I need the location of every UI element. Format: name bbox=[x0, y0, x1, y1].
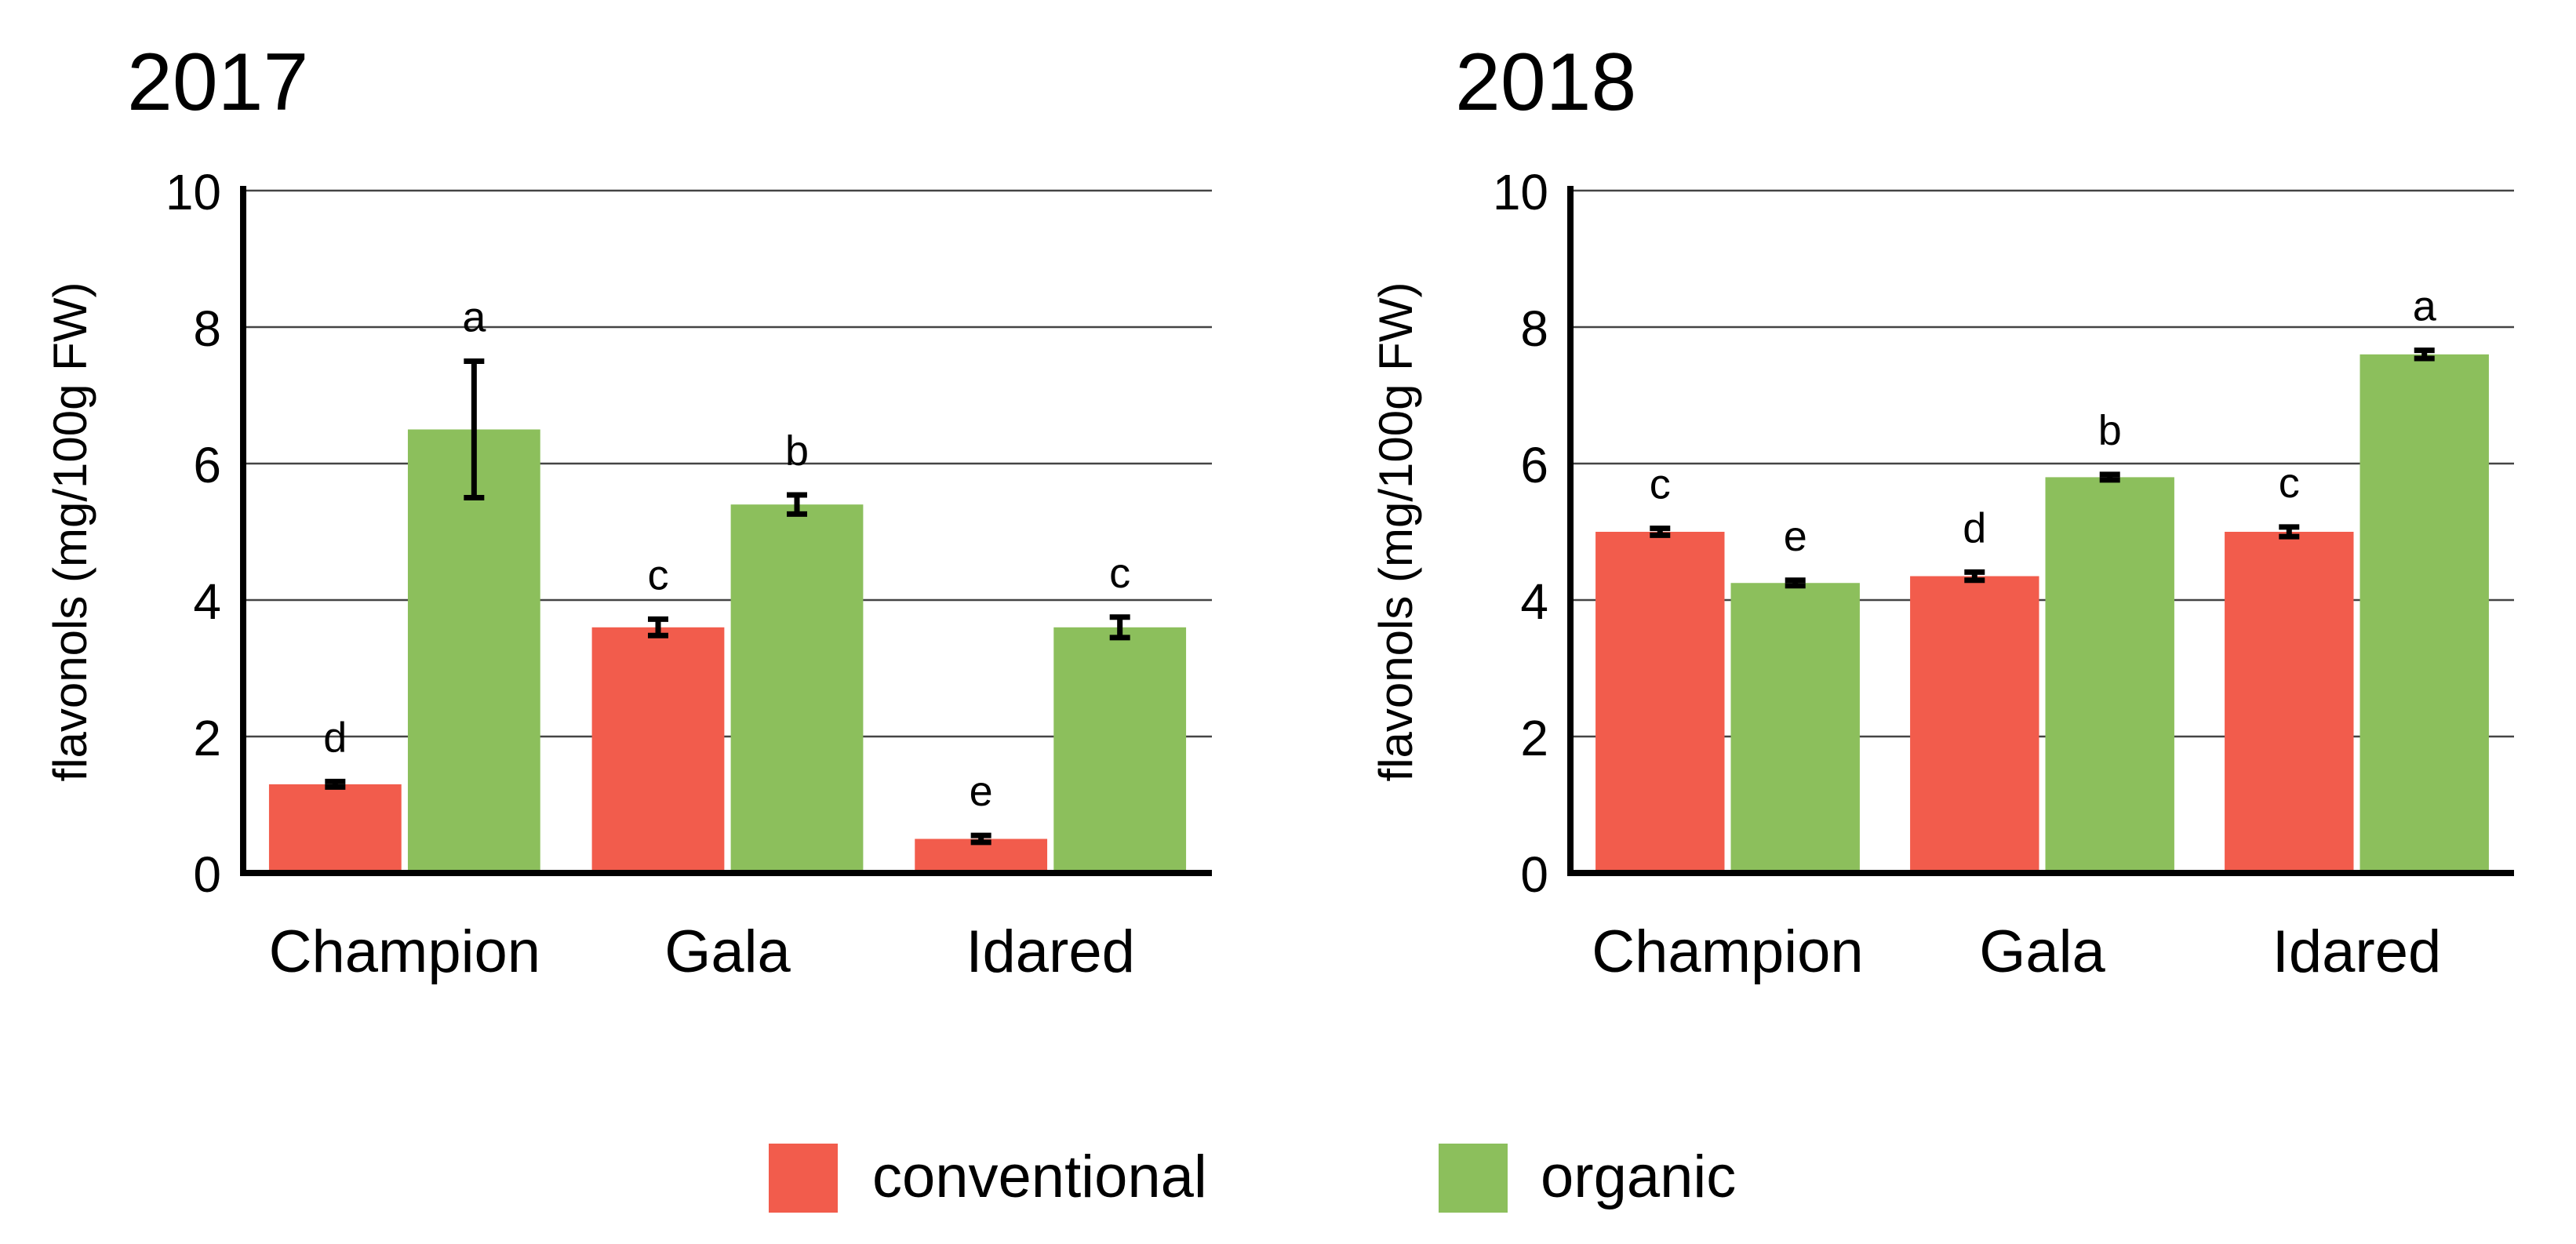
x-tick-label: Champion bbox=[269, 918, 540, 985]
significance-letter: e bbox=[1784, 513, 1807, 560]
error-bar bbox=[464, 358, 485, 500]
error-bar bbox=[325, 778, 346, 790]
x-tick-label: Gala bbox=[664, 918, 791, 985]
bar-organic-Idared bbox=[2360, 354, 2489, 873]
error-bar bbox=[1785, 577, 1806, 589]
bar-organic-Gala bbox=[730, 504, 864, 873]
significance-letter: a bbox=[462, 294, 486, 341]
y-axis-label: flavonols (mg/100g FW) bbox=[1370, 282, 1422, 782]
y-tick-label: 6 bbox=[193, 437, 221, 493]
y-tick-label: 10 bbox=[166, 164, 221, 220]
chart-panel-2017: 2017 0 2 4 6 8 10 flavonols (mg/100g FW) d a Champ… bbox=[44, 37, 1212, 985]
y-tick-label: 4 bbox=[1520, 573, 1548, 630]
significance-letter: b bbox=[785, 427, 809, 475]
significance-letter: c bbox=[1650, 461, 1671, 508]
error-bar bbox=[2099, 471, 2120, 483]
y-tick-label: 8 bbox=[1520, 300, 1548, 357]
y-tick-label: 10 bbox=[1493, 164, 1548, 220]
x-tick-label: Idared bbox=[966, 918, 1135, 985]
bar-organic-Gala bbox=[2045, 477, 2174, 873]
y-tick-label: 4 bbox=[193, 573, 221, 630]
significance-letter: b bbox=[2098, 407, 2122, 454]
significance-letter: c bbox=[1109, 550, 1130, 597]
y-tick-label: 6 bbox=[1520, 437, 1548, 493]
significance-letter: c bbox=[2279, 460, 2300, 507]
legend: conventional organic bbox=[769, 1144, 1736, 1213]
x-tick-label: Idared bbox=[2272, 918, 2442, 985]
significance-letter: d bbox=[323, 714, 347, 761]
y-tick-label: 2 bbox=[193, 710, 221, 766]
error-bar bbox=[1109, 614, 1130, 641]
chart-panel-2018: 2018 0 2 4 6 8 10 flavonols (mg/100g FW) c e Champ… bbox=[1370, 37, 2514, 985]
legend-swatch-conventional bbox=[769, 1144, 838, 1213]
y-tick-label: 0 bbox=[193, 846, 221, 903]
legend-label-organic: organic bbox=[1541, 1144, 1736, 1210]
bar-organic-Idared bbox=[1053, 627, 1187, 873]
legend-swatch-organic bbox=[1439, 1144, 1508, 1213]
bar-conventional-Champion bbox=[1595, 532, 1725, 873]
error-bar bbox=[2414, 347, 2435, 362]
error-bar bbox=[970, 832, 991, 846]
bar-conventional-Idared bbox=[2225, 532, 2354, 873]
y-tick-label: 0 bbox=[1520, 846, 1548, 903]
bar-organic-Champion bbox=[1730, 583, 1860, 873]
x-tick-label: Champion bbox=[1592, 918, 1863, 985]
significance-letter: e bbox=[970, 768, 993, 815]
bar-conventional-Gala bbox=[591, 627, 725, 873]
chart-title: 2018 bbox=[1455, 37, 1636, 128]
y-tick-label: 2 bbox=[1520, 710, 1548, 766]
bar-organic-Champion bbox=[407, 429, 540, 873]
significance-letter: c bbox=[647, 551, 668, 598]
significance-letter: a bbox=[2413, 283, 2437, 330]
error-bar bbox=[1650, 526, 1671, 538]
bar-conventional-Champion bbox=[268, 784, 402, 873]
error-bar bbox=[787, 492, 808, 517]
error-bar bbox=[647, 616, 668, 638]
x-tick-label: Gala bbox=[1979, 918, 2105, 985]
legend-label-conventional: conventional bbox=[872, 1144, 1207, 1210]
error-bar bbox=[2279, 524, 2300, 540]
significance-letter: d bbox=[1963, 504, 1986, 551]
chart-title: 2017 bbox=[127, 37, 308, 128]
bar-conventional-Gala bbox=[1910, 576, 2039, 873]
y-tick-label: 8 bbox=[193, 300, 221, 357]
error-bar bbox=[1964, 569, 1985, 584]
y-axis-label: flavonols (mg/100g FW) bbox=[44, 282, 96, 782]
